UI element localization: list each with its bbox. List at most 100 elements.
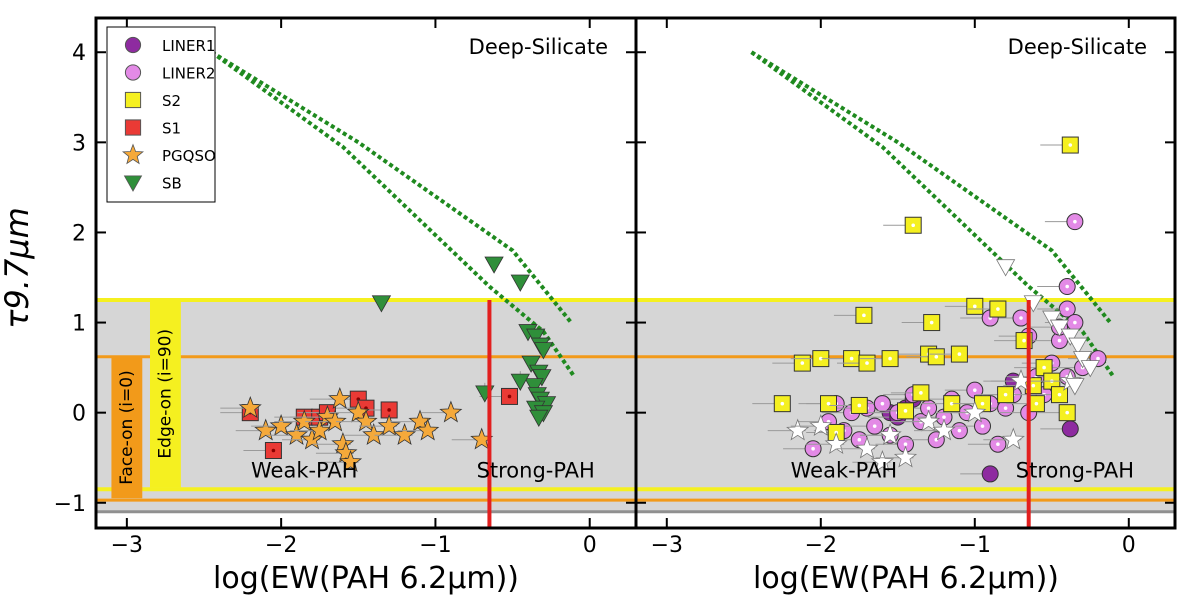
x-tick-label: −1 [959, 533, 991, 558]
point-center [996, 442, 1000, 447]
data-point-pgqso [878, 423, 902, 446]
data-point-pgqso [855, 436, 879, 459]
weak-pah-label: Weak-PAH [251, 459, 358, 483]
data-point-pgqso [786, 418, 810, 441]
x-axis-label-left: log(EW(PAH 6.2μm)) [213, 561, 519, 596]
point-center [1068, 143, 1073, 147]
data-point-pgqso [323, 409, 347, 432]
x-tick-label: 0 [583, 533, 597, 558]
data-point-sb [1049, 319, 1070, 337]
point-center [957, 352, 962, 356]
point-center [1022, 338, 1026, 343]
legend-label-liner2: LINER2 [162, 65, 215, 83]
weak-pah-label: Weak-PAH [791, 459, 898, 483]
data-point-sb [1080, 360, 1100, 378]
x-tick-label: 0 [1122, 533, 1136, 558]
model-curve-lower [750, 50, 1116, 378]
legend-marker-pgqso [122, 143, 144, 165]
point-center [934, 437, 939, 442]
data-point-sb [1065, 378, 1085, 396]
data-point-sb [1042, 310, 1062, 328]
y-tick-label: −1 [54, 492, 86, 517]
data-point-pgqso [870, 450, 895, 473]
data-point-pgqso [439, 400, 463, 423]
legend: LINER1 LINER2 S2 S1 PGQSO SB [106, 26, 216, 203]
point-center [973, 388, 977, 392]
y-axis-label: τ9.7μm [0, 207, 36, 329]
data-point-liner1 [1061, 420, 1079, 438]
data-point-sb [510, 373, 530, 391]
point-center [857, 437, 862, 442]
data-point-sb [1072, 351, 1093, 369]
point-center [780, 401, 785, 406]
point-center [926, 406, 931, 410]
point-center [862, 313, 866, 318]
legend-label-liner1: LINER1 [162, 37, 215, 55]
data-point-pgqso [362, 423, 386, 446]
data-point-pgqso [238, 396, 262, 419]
y-tick-label: 2 [72, 221, 86, 246]
y-tick-label: 1 [72, 312, 86, 337]
face-on-label: Face-on (i=0) [117, 370, 137, 485]
data-point-sb [533, 342, 554, 360]
data-point-pgqso [963, 400, 987, 423]
point-center [996, 307, 1000, 311]
point-center [957, 428, 962, 433]
data-point-pgqso [416, 418, 440, 441]
point-center [1042, 365, 1046, 370]
point-center [1031, 383, 1036, 388]
panel-left: Face-on (i=0) Edge-on (i=90) Deep-Silicate… [54, 16, 638, 558]
point-center [1073, 219, 1077, 224]
point-center [1073, 320, 1077, 325]
data-point-sb [1060, 328, 1080, 346]
point-center [934, 354, 939, 359]
data-point-pgqso [328, 386, 352, 409]
point-center [942, 415, 946, 419]
legend-label-pgqso: PGQSO [162, 147, 216, 165]
data-point-sb [526, 328, 546, 346]
legend-marker-liner1 [124, 36, 142, 54]
legend-box [106, 26, 216, 203]
model-curve-upper [210, 50, 573, 324]
data-point-sb [524, 378, 544, 396]
y-tick-label: 0 [72, 402, 86, 427]
x-tick-label: −2 [805, 533, 837, 558]
data-point-pgqso [292, 409, 316, 432]
point-center [973, 304, 977, 309]
data-point-pgqso [408, 409, 432, 432]
data-point-pgqso [331, 432, 355, 455]
legend-label-s1: S1 [162, 120, 181, 138]
strong-pah-label: Strong-PAH [1016, 459, 1134, 483]
point-center [849, 356, 854, 361]
deep-silicate-label: Deep-Silicate [1008, 35, 1147, 59]
face-on-box [111, 356, 143, 499]
data-point-sb [484, 256, 504, 274]
point-center [1019, 316, 1023, 320]
data-point-pgqso [916, 409, 941, 432]
data-point-pgqso [300, 427, 324, 450]
deep-silicate-label: Deep-Silicate [469, 35, 608, 59]
point-center [888, 356, 892, 361]
series-sb [995, 259, 1100, 396]
series-s2 [752, 136, 1079, 441]
data-point-liner1 [981, 465, 999, 483]
point-center [980, 401, 985, 406]
data-point-pgqso [932, 418, 956, 441]
data-point-sb [532, 369, 552, 387]
point-center [1065, 410, 1069, 415]
panel-right: Deep-Silicate Weak-PAH Strong-PAH −3 −2 −1 0 [634, 16, 1177, 558]
point-center [857, 403, 862, 408]
data-point-pgqso [377, 414, 401, 437]
point-center [980, 424, 985, 428]
data-point-pgqso [338, 450, 363, 473]
legend-marker-s1 [124, 119, 142, 136]
data-point-sb [510, 274, 530, 292]
data-point-sb [371, 295, 392, 313]
x-tick-label: −2 [265, 533, 297, 558]
data-point-sb [1068, 337, 1088, 355]
point-center [1057, 338, 1062, 343]
y-tick-label: 3 [72, 131, 86, 156]
point-center [819, 356, 823, 361]
data-point-sb [529, 409, 549, 427]
point-center [826, 401, 831, 406]
